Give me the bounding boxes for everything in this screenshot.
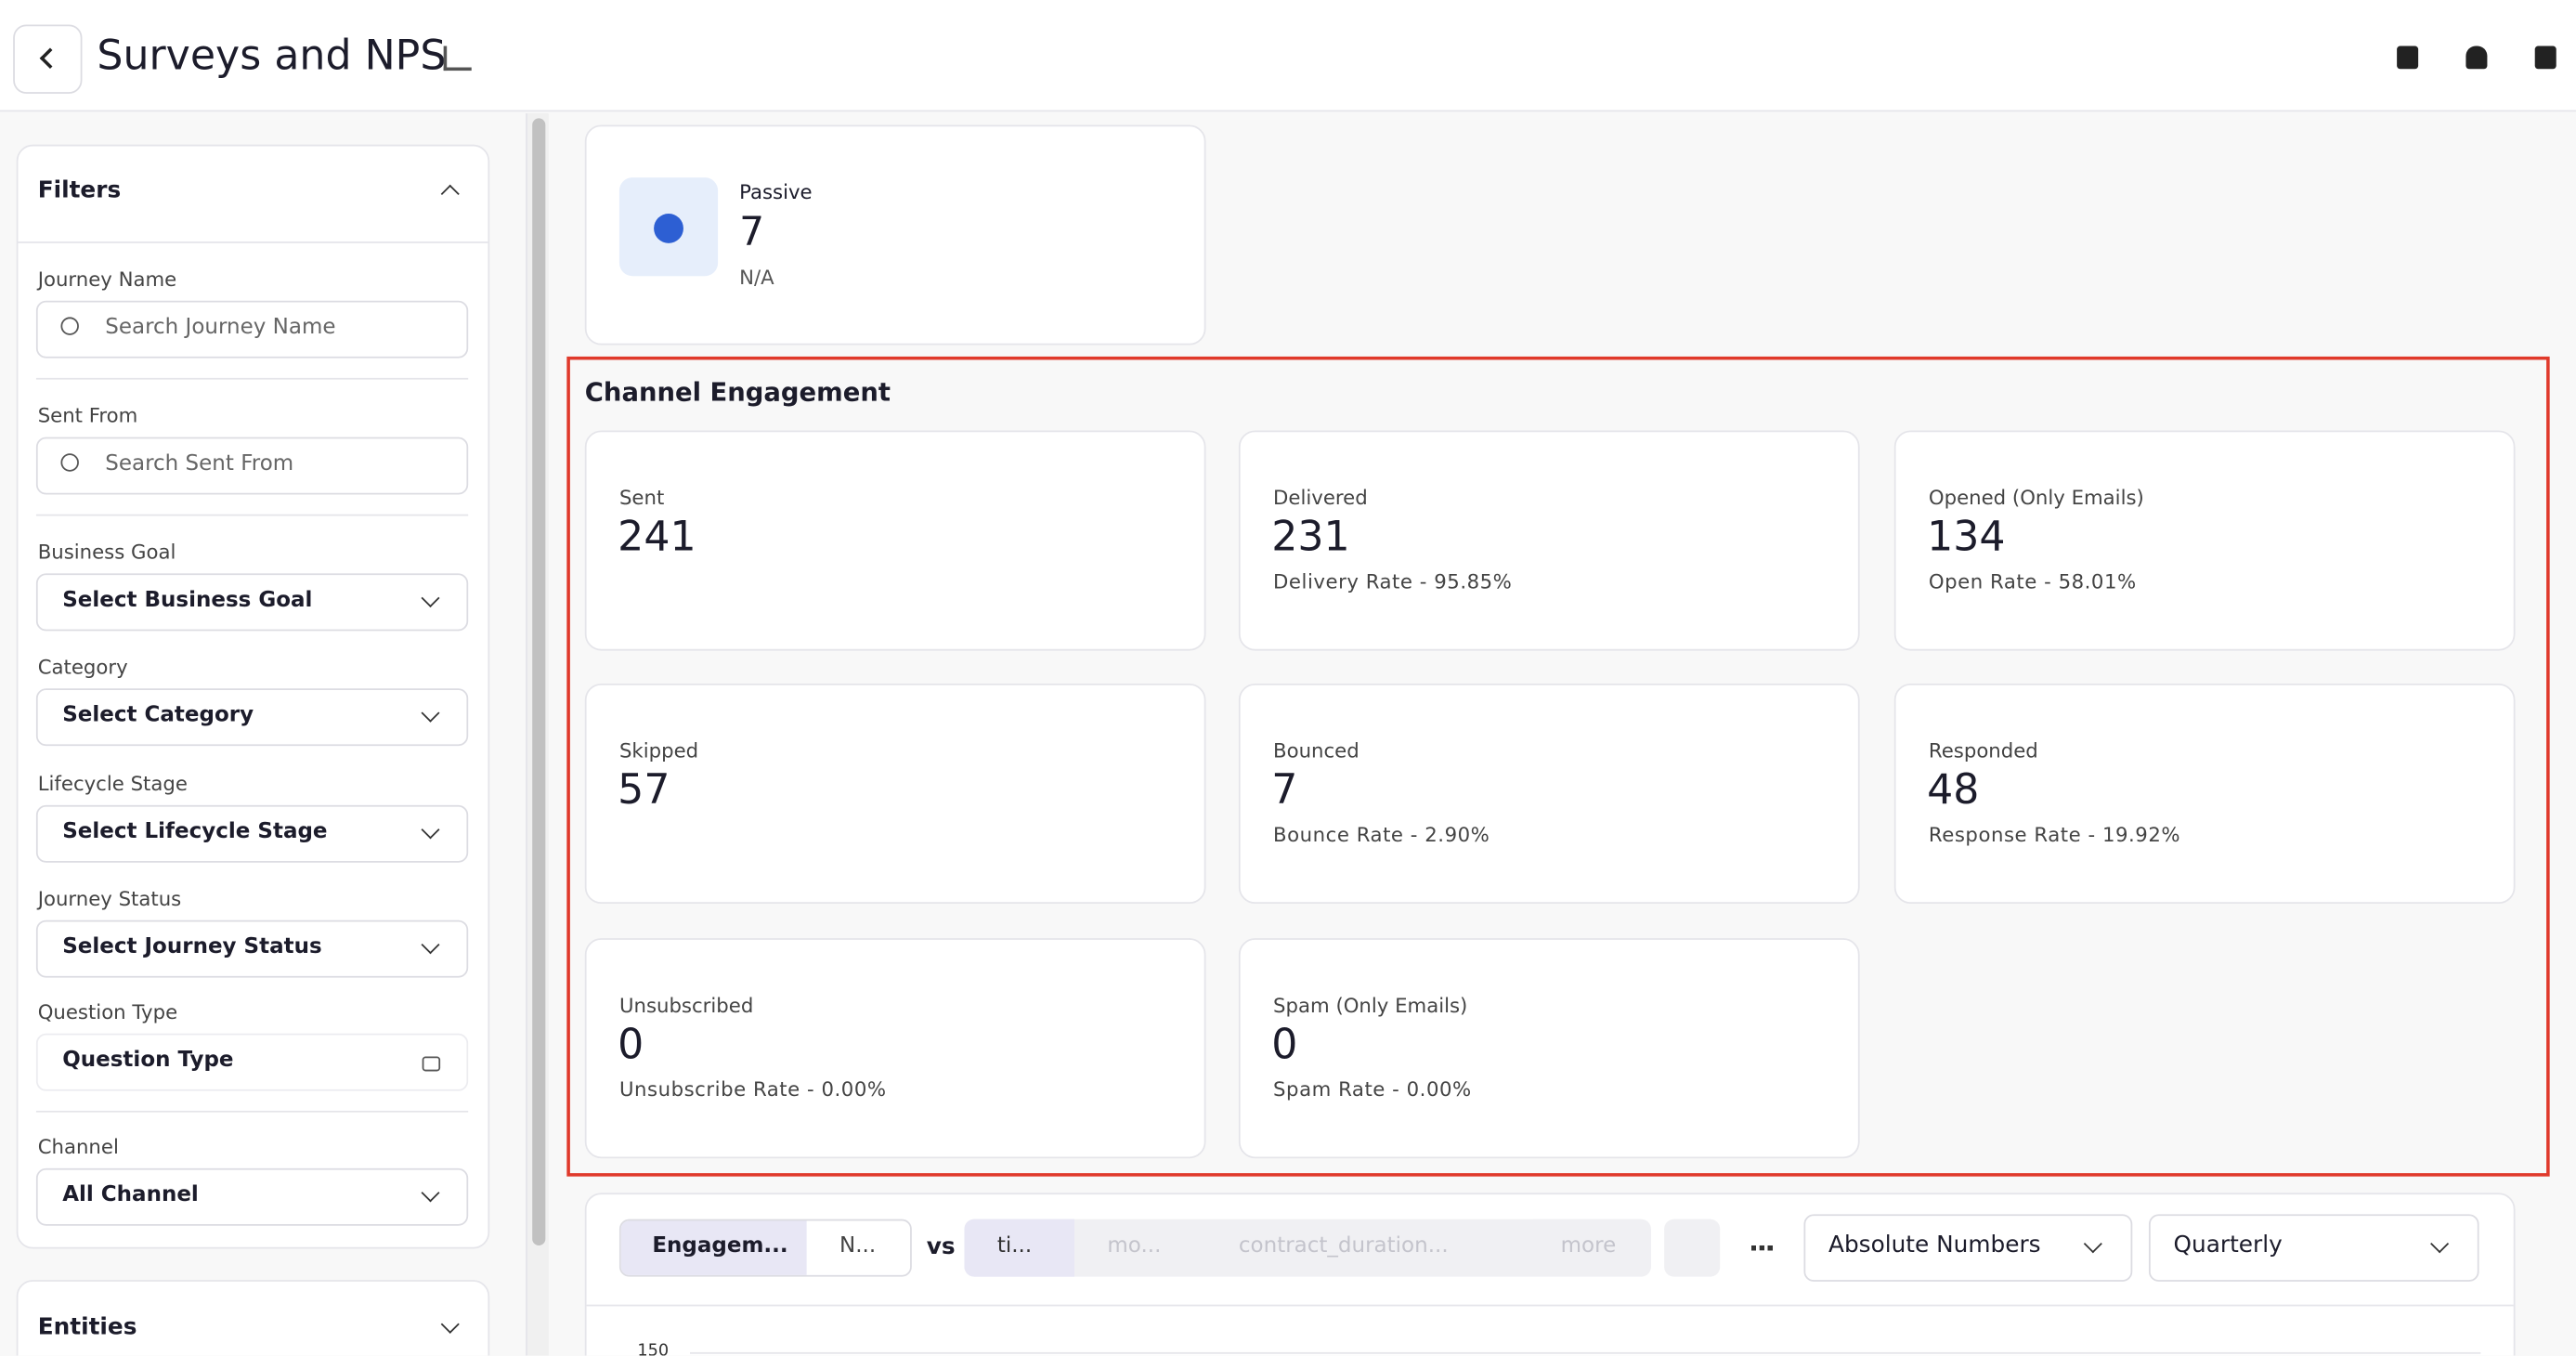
search-icon — [60, 453, 79, 472]
field-input[interactable] — [35, 1167, 469, 1226]
field-value: All Channel — [62, 1182, 199, 1208]
field-value: Select Business Goal — [62, 588, 313, 613]
metric-sub: Open Rate - 58.01% — [1928, 569, 2137, 593]
metric-value: 134 — [1927, 512, 2006, 561]
filters-title: Filters — [37, 177, 122, 204]
highlight-box — [566, 356, 2550, 1177]
field-input[interactable] — [35, 804, 469, 863]
page-title: Surveys and NPS — [97, 31, 447, 79]
metric-sub: Spam Rate - 0.00% — [1273, 1077, 1472, 1102]
dropdown[interactable] — [1803, 1214, 2133, 1282]
metric-value: 7 — [1271, 765, 1298, 814]
metric-sub: Delivery Rate - 95.85% — [1273, 569, 1513, 593]
field-input — [35, 1033, 469, 1091]
metric-value: 241 — [618, 512, 696, 561]
passive-sub: N/A — [739, 266, 774, 290]
field-placeholder: Search Journey Name — [105, 315, 336, 341]
back-button[interactable] — [13, 24, 83, 94]
metric-label: Spam (Only Emails) — [1273, 994, 1468, 1018]
metric-label: Sent — [618, 486, 665, 510]
divider — [586, 1304, 2514, 1307]
header-icon[interactable] — [2397, 46, 2419, 70]
add-button[interactable] — [1664, 1219, 1721, 1277]
chart-icon — [443, 46, 472, 72]
metric-card — [1893, 683, 2516, 905]
tab[interactable]: N... — [839, 1233, 877, 1259]
lock-icon — [422, 1056, 441, 1072]
field-label: Category — [37, 655, 128, 679]
scroll-thumb — [532, 118, 546, 1245]
metric-sub: Unsubscribe Rate - 0.00% — [618, 1077, 887, 1102]
vs-label: vs — [926, 1233, 956, 1260]
tab[interactable]: Engagem... — [652, 1233, 788, 1259]
field-value: Select Lifecycle Stage — [62, 819, 328, 845]
metric-label: Skipped — [618, 739, 699, 763]
tab[interactable]: more — [1560, 1233, 1617, 1259]
dropdown-value: Absolute Numbers — [1828, 1232, 2041, 1259]
field-label: Lifecycle Stage — [37, 772, 188, 796]
header-bar — [0, 0, 2576, 112]
metric-value: 48 — [1927, 765, 1980, 814]
grid-line — [690, 1351, 2481, 1354]
field-label: Business Goal — [37, 541, 176, 564]
metric-label: Opened (Only Emails) — [1928, 486, 2144, 510]
metric-sub: Bounce Rate - 2.90% — [1273, 823, 1490, 847]
metric-card — [1238, 938, 1860, 1159]
metric-card — [584, 683, 1206, 905]
metric-value: 231 — [1271, 512, 1350, 561]
metric-label: Unsubscribed — [618, 994, 754, 1018]
metric-card — [1893, 430, 2516, 651]
header-icon[interactable] — [2534, 46, 2556, 70]
metric-sub: Response Rate - 19.92% — [1928, 823, 2181, 847]
divider — [35, 514, 469, 516]
field-value: Question Type — [62, 1048, 234, 1074]
metric-card — [584, 430, 1206, 651]
metric-value: 57 — [618, 765, 670, 814]
metric-card — [584, 938, 1206, 1159]
passive-label: Passive — [739, 180, 813, 204]
metric-label: Responded — [1928, 739, 2038, 763]
field-label: Channel — [37, 1135, 119, 1159]
metric-card — [1238, 430, 1860, 651]
tab[interactable]: mo... — [1107, 1233, 1162, 1259]
field-value: Select Category — [62, 703, 254, 728]
more-dots[interactable] — [1750, 1245, 1773, 1251]
dropdown-value: Quarterly — [2173, 1232, 2283, 1259]
tab[interactable]: ti... — [996, 1233, 1033, 1259]
segment-tab-active — [620, 1220, 807, 1275]
metric-card — [1238, 683, 1860, 905]
metric-label: Bounced — [1273, 739, 1360, 763]
field-label: Journey Status — [37, 887, 182, 911]
field-input[interactable] — [35, 919, 469, 978]
field-value: Select Journey Status — [62, 934, 322, 960]
field-input[interactable] — [35, 437, 469, 495]
field-input[interactable] — [35, 573, 469, 632]
section-title: Channel Engagement — [584, 377, 891, 408]
tab[interactable]: contract_duration... — [1238, 1233, 1449, 1259]
divider — [35, 377, 469, 380]
y-tick-label: 150 — [637, 1342, 670, 1356]
metric-value: 0 — [1271, 1020, 1298, 1068]
entities-title: Entities — [37, 1314, 137, 1341]
metric-label: Delivered — [1273, 486, 1368, 510]
entities-panel — [16, 1280, 490, 1356]
dropdown[interactable] — [2148, 1214, 2479, 1282]
passive-icon — [654, 213, 683, 243]
field-input[interactable] — [35, 300, 469, 359]
search-icon — [60, 317, 79, 335]
field-label: Sent From — [37, 404, 138, 427]
field-placeholder: Search Sent From — [105, 451, 294, 477]
divider — [18, 241, 488, 243]
divider — [35, 1110, 469, 1113]
segment-b — [964, 1219, 1651, 1277]
field-label: Journey Name — [37, 267, 177, 292]
passive-value: 7 — [739, 208, 765, 255]
metric-value: 0 — [618, 1020, 644, 1068]
segment-tab-active — [964, 1219, 1074, 1277]
field-input[interactable] — [35, 688, 469, 747]
header-icon[interactable] — [2465, 46, 2488, 70]
field-label: Question Type — [37, 1000, 178, 1024]
